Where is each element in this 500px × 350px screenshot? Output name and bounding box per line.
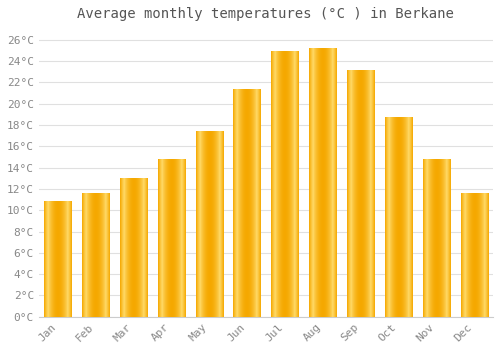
Title: Average monthly temperatures (°C ) in Berkane: Average monthly temperatures (°C ) in Be… bbox=[78, 7, 454, 21]
